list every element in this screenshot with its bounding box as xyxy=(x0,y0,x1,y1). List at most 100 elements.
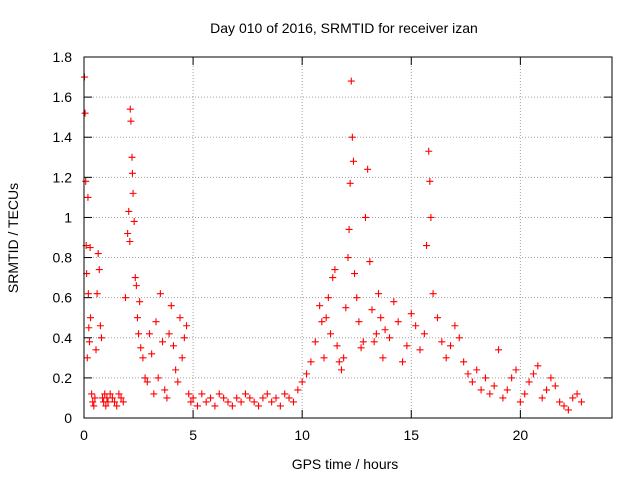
data-point xyxy=(372,330,380,338)
data-point xyxy=(551,382,559,390)
data-point xyxy=(327,330,335,338)
data-point xyxy=(569,394,577,402)
data-point xyxy=(92,346,100,354)
data-point xyxy=(135,330,143,338)
data-point xyxy=(311,338,319,346)
data-point xyxy=(169,342,177,350)
data-point xyxy=(345,225,353,233)
data-point xyxy=(84,193,92,201)
x-axis-ticks: 0 5 10 15 20 xyxy=(80,57,528,443)
data-point xyxy=(348,133,356,141)
data-point xyxy=(187,398,195,406)
chart-title: Day 010 of 2016, SRMTID for receiver iza… xyxy=(210,20,478,36)
data-point xyxy=(220,394,228,402)
data-point xyxy=(495,346,503,354)
data-point xyxy=(322,314,330,322)
data-point xyxy=(237,398,245,406)
data-point xyxy=(82,177,90,185)
data-point xyxy=(183,322,191,330)
data-point xyxy=(93,290,101,298)
data-point xyxy=(349,157,357,165)
data-point xyxy=(141,374,149,382)
data-point xyxy=(464,370,472,378)
data-point xyxy=(172,366,180,374)
data-point xyxy=(178,354,186,362)
data-point xyxy=(381,326,389,334)
data-point xyxy=(499,394,507,402)
x-tick-label: 10 xyxy=(294,427,310,443)
data-point xyxy=(347,77,355,85)
data-point xyxy=(318,318,326,326)
data-point xyxy=(154,374,162,382)
data-point xyxy=(451,322,459,330)
data-point xyxy=(129,189,137,197)
data-point xyxy=(425,147,433,155)
data-point xyxy=(246,394,254,402)
data-point xyxy=(228,402,236,410)
data-point xyxy=(233,394,241,402)
data-point xyxy=(375,290,383,298)
data-point xyxy=(346,179,354,187)
data-point xyxy=(433,314,441,322)
data-point xyxy=(89,398,97,406)
data-point xyxy=(370,338,378,346)
data-point xyxy=(377,314,385,322)
grid-lines xyxy=(84,57,612,418)
y-axis-label: SRMTID / TECUs xyxy=(5,183,21,293)
data-point xyxy=(427,213,435,221)
y-tick-label: 1.6 xyxy=(53,89,73,105)
data-point xyxy=(359,338,367,346)
data-point xyxy=(577,398,585,406)
data-point xyxy=(543,386,551,394)
y-tick-label: 0 xyxy=(64,410,72,426)
data-point xyxy=(137,344,145,352)
y-tick-label: 0.4 xyxy=(53,330,73,346)
data-point xyxy=(96,322,104,330)
x-tick-label: 0 xyxy=(80,427,88,443)
data-point xyxy=(357,344,365,352)
data-point xyxy=(473,366,481,374)
data-point xyxy=(136,298,144,306)
data-point xyxy=(130,217,138,225)
y-axis-ticks: 0 0.2 0.4 0.6 0.8 1 1.2 1.4 1.6 1.8 xyxy=(53,49,612,426)
data-point xyxy=(189,394,197,402)
data-point xyxy=(111,398,119,406)
data-point xyxy=(159,338,167,346)
data-point xyxy=(126,105,134,113)
data-point xyxy=(85,324,93,332)
data-point xyxy=(333,342,341,350)
data-point xyxy=(180,334,188,342)
data-point xyxy=(344,254,352,262)
data-point xyxy=(364,165,372,173)
data-point xyxy=(324,294,332,302)
data-point xyxy=(113,402,121,410)
data-point xyxy=(119,398,127,406)
data-point xyxy=(156,290,164,298)
data-point xyxy=(335,358,343,366)
data-point xyxy=(447,342,455,350)
data-point xyxy=(207,394,215,402)
x-tick-label: 15 xyxy=(403,427,419,443)
data-point xyxy=(87,314,95,322)
data-point xyxy=(423,242,431,250)
data-point xyxy=(263,390,271,398)
plot-frame xyxy=(83,56,613,419)
data-point xyxy=(429,290,437,298)
y-tick-label: 1.8 xyxy=(53,49,73,65)
data-point xyxy=(81,109,89,117)
data-point xyxy=(353,294,361,302)
data-point xyxy=(90,402,98,410)
data-point xyxy=(481,374,489,382)
data-point xyxy=(117,394,125,402)
data-point xyxy=(534,362,542,370)
data-point xyxy=(128,153,136,161)
data-point xyxy=(399,358,407,366)
data-point xyxy=(416,346,424,354)
data-point xyxy=(108,394,116,402)
y-tick-label: 0.8 xyxy=(53,250,73,266)
data-point xyxy=(176,314,184,322)
data-point xyxy=(455,334,463,342)
data-point xyxy=(84,290,92,298)
data-point xyxy=(529,370,537,378)
